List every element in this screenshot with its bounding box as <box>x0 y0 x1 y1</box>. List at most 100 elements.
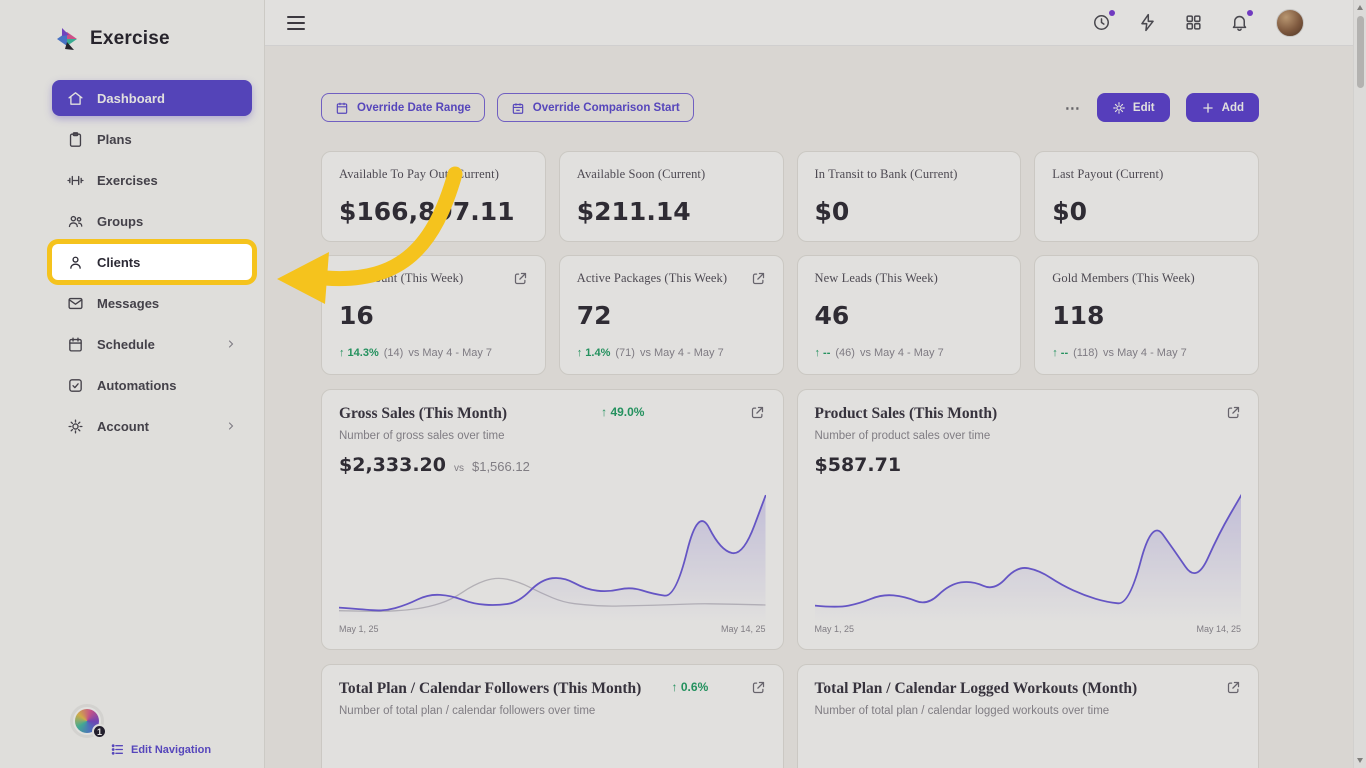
brand-name: Exercise <box>90 28 170 49</box>
sidebar-item-label: Dashboard <box>97 90 165 106</box>
vertical-scrollbar[interactable] <box>1353 0 1366 768</box>
stat-title: Active Packages (This Week) <box>576 271 728 285</box>
gear-icon <box>1112 101 1126 115</box>
stat-title: Visit Count (This Week) <box>339 271 464 285</box>
chart-delta: ↑ 0.6% <box>671 680 709 694</box>
stat-card-gold-members: Gold Members (This Week) 118 ↑ -- (118) vs… <box>1034 255 1259 375</box>
sidebar-item-dashboard[interactable]: Dashboard <box>52 80 252 116</box>
home-icon <box>67 90 84 107</box>
user-avatar[interactable] <box>1276 8 1304 37</box>
stats-row-payouts: Available To Pay Out (Current) $166,897.… <box>321 151 1259 242</box>
dumbbell-icon <box>67 172 84 189</box>
scroll-down-arrow[interactable] <box>1357 758 1363 763</box>
external-link-icon[interactable] <box>1226 405 1241 420</box>
stat-value: $0 <box>814 197 850 226</box>
sidebar-item-plans[interactable]: Plans <box>52 121 252 157</box>
edit-button[interactable]: Edit <box>1096 93 1170 122</box>
activity-dot <box>1109 10 1115 16</box>
followers-chart-card: Total Plan / Calendar Followers (This Mo… <box>321 664 784 768</box>
x-axis-start-label: May 1, 25 <box>814 624 855 634</box>
override-comparison-start-label: Override Comparison Start <box>532 101 680 114</box>
external-link-icon[interactable] <box>751 271 766 286</box>
stat-card-available-to-pay-out: Available To Pay Out (Current) $166,897.… <box>321 151 546 242</box>
calendar-icon <box>67 336 84 353</box>
stat-value: 118 <box>1052 301 1105 330</box>
override-date-range-button[interactable]: Override Date Range <box>321 93 485 122</box>
sidebar-item-label: Plans <box>97 131 132 147</box>
apps-grid-icon[interactable] <box>1184 13 1203 32</box>
external-link-icon[interactable] <box>1226 680 1241 695</box>
sidebar-item-messages[interactable]: Messages <box>52 285 252 321</box>
stat-value: $0 <box>1052 197 1088 226</box>
stat-compare: vs May 4 - May 7 <box>1103 347 1187 359</box>
chevron-right-icon <box>225 338 237 350</box>
sidebar-item-label: Messages <box>97 295 160 311</box>
add-button[interactable]: Add <box>1185 93 1259 122</box>
stat-compare: vs May 4 - May 7 <box>408 347 493 359</box>
sidebar-item-label: Schedule <box>97 336 155 352</box>
override-comparison-start-button[interactable]: Override Comparison Start <box>496 93 694 122</box>
quick-actions-icon[interactable] <box>1138 13 1157 32</box>
topbar <box>265 0 1366 46</box>
chart-subtitle: Number of gross sales over time <box>339 430 505 442</box>
hamburger-menu-icon[interactable] <box>287 15 305 30</box>
brand-logo-icon <box>57 28 77 50</box>
scroll-up-arrow[interactable] <box>1357 5 1363 10</box>
edit-navigation-link[interactable]: Edit Navigation <box>111 743 248 756</box>
stat-title: Available To Pay Out (Current) <box>339 167 499 181</box>
sidebar-item-account[interactable]: Account <box>52 408 252 444</box>
stat-delta: ↑ 1.4% <box>576 347 611 359</box>
sidebar-item-label: Clients <box>97 254 141 270</box>
check-square-icon <box>67 377 84 394</box>
stat-title: In Transit to Bank (Current) <box>814 167 958 181</box>
stat-value: 46 <box>814 301 850 330</box>
chart-delta: ↑ 49.0% <box>601 405 645 419</box>
product-sales-chart-card: Product Sales (This Month) Number of pro… <box>796 389 1259 650</box>
notifications-bell-icon[interactable] <box>1230 10 1253 32</box>
calendar-icon <box>511 101 525 115</box>
chart-current-value: $2,333.20 <box>339 454 446 476</box>
external-link-icon[interactable] <box>750 405 765 420</box>
sidebar: Exercise Dashboard Plans Exercises Group… <box>0 0 265 768</box>
dashboard-content: Override Date Range Override Comparison … <box>265 46 1366 768</box>
more-options-icon[interactable]: ⋯ <box>1064 99 1081 117</box>
stat-card-new-leads: New Leads (This Week) 46 ↑ -- (46) vs May … <box>796 255 1022 375</box>
override-date-range-label: Override Date Range <box>357 101 471 114</box>
stat-value: $166,897.11 <box>339 197 515 226</box>
stat-delta: ↑ -- <box>814 347 831 359</box>
toolbar-right: ⋯ Edit Add <box>1065 93 1259 122</box>
stat-card-last-payout: Last Payout (Current) $0 <box>1034 151 1259 242</box>
chart-compare-value: $1,566.12 <box>471 459 530 474</box>
recent-activity-icon[interactable] <box>1092 10 1115 32</box>
stat-value: 16 <box>339 301 374 330</box>
chart-subtitle: Number of product sales over time <box>814 430 991 442</box>
scrollbar-thumb[interactable] <box>1356 16 1364 88</box>
x-axis-end-label: May 14, 25 <box>1196 624 1241 634</box>
sidebar-item-clients[interactable]: Clients <box>52 244 252 280</box>
org-avatar[interactable]: 1 <box>70 704 107 739</box>
dashboard-toolbar: Override Date Range Override Comparison … <box>321 93 1259 122</box>
person-icon <box>67 254 84 271</box>
sidebar-item-label: Account <box>97 418 149 434</box>
sidebar-item-groups[interactable]: Groups <box>52 203 252 239</box>
sidebar-item-schedule[interactable]: Schedule <box>52 326 252 362</box>
external-link-icon[interactable] <box>751 680 766 695</box>
chart-title: Product Sales (This Month) <box>814 405 998 422</box>
stat-compare: vs May 4 - May 7 <box>639 347 724 359</box>
gross-sales-chart-card: Gross Sales (This Month) ↑ 49.0% Number … <box>321 389 784 650</box>
stat-delta-detail: (14) <box>383 347 404 359</box>
external-link-icon[interactable] <box>513 271 528 286</box>
chevron-right-icon <box>225 420 237 432</box>
gear-icon <box>67 418 84 435</box>
sidebar-item-label: Groups <box>97 213 144 229</box>
sidebar-item-label: Exercises <box>97 172 158 188</box>
sidebar-item-exercises[interactable]: Exercises <box>52 162 252 198</box>
stat-card-visit-count: Visit Count (This Week) 16 ↑ 14.3% (14) vs… <box>321 255 546 375</box>
edit-navigation-label: Edit Navigation <box>131 743 212 756</box>
sidebar-item-automations[interactable]: Automations <box>52 367 252 403</box>
stat-compare: vs May 4 - May 7 <box>859 347 944 359</box>
chart-vs-label: vs <box>453 463 464 474</box>
edit-button-label: Edit <box>1132 101 1155 114</box>
stat-delta: ↑ 14.3% <box>339 347 379 359</box>
